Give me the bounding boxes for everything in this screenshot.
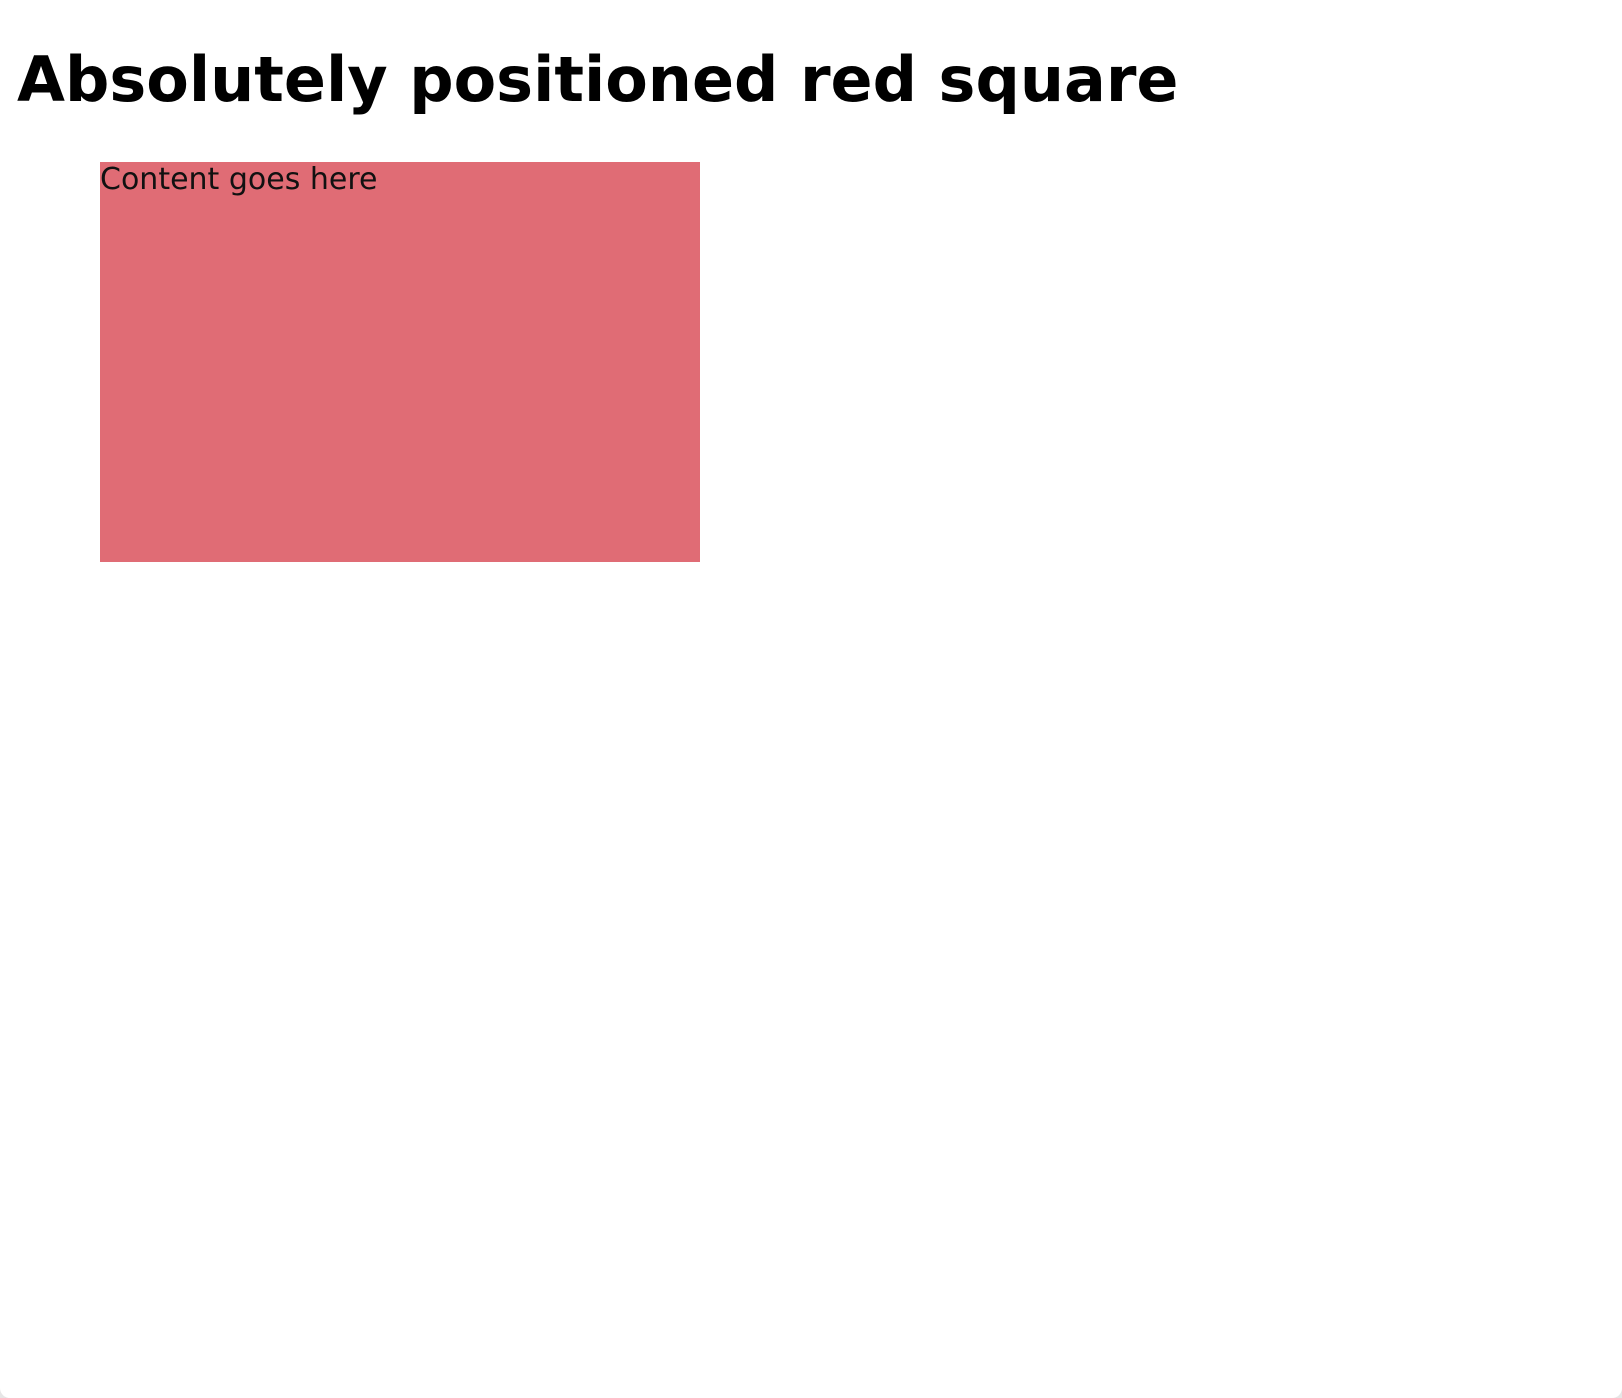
red-square-content-text: Content goes here [100,162,378,197]
red-square-box: Content goes here [100,162,700,562]
page-title: Absolutely positioned red square [17,43,1179,116]
